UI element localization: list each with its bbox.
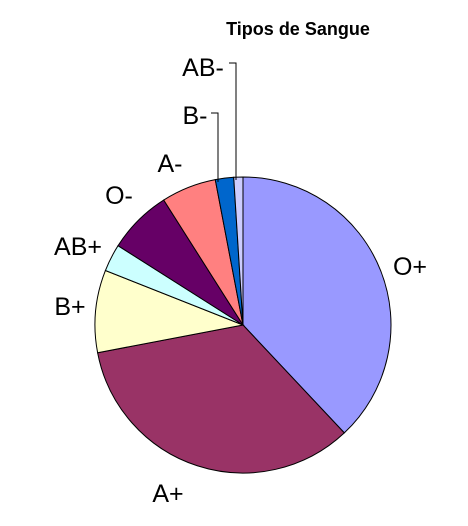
slice-label: B- [183,102,208,130]
pie-slices [94,176,392,474]
slice-label: O- [105,182,133,210]
slice-label: AB- [182,54,224,82]
leader-line [211,112,219,182]
leader-lines [211,62,237,182]
slice-label: A+ [152,480,183,508]
slice-label: B+ [54,293,85,321]
slice-label: O+ [393,253,427,281]
slice-label: A- [158,150,183,178]
pie-slice-ab-neg [233,176,244,326]
slice-labels: O+ A+ B+ AB+O- A-B- AB- [54,54,427,508]
leader-line [229,62,237,180]
chart-title: Tipos de Sangue [226,19,370,39]
pie-slice-b-negpos [94,269,245,354]
slice-label: AB+ [54,233,102,261]
pie-slice-o-negpos [242,176,392,434]
pie-slice-a-negpos [97,324,346,474]
